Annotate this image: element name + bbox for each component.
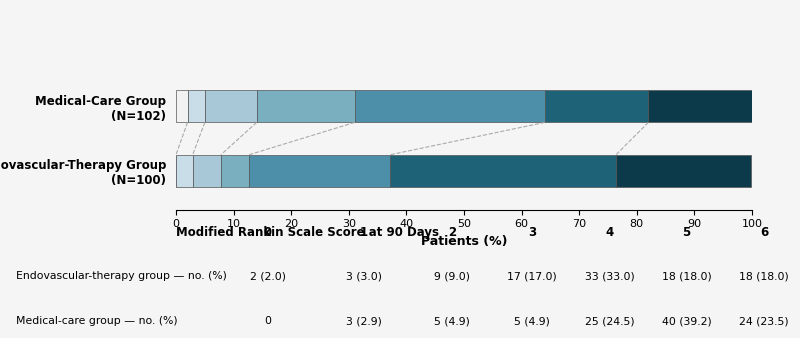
Bar: [354, 90, 545, 122]
Text: 5: 5: [682, 226, 690, 239]
Bar: [390, 155, 616, 187]
Text: 0: 0: [265, 316, 271, 326]
Bar: [545, 90, 648, 122]
Bar: [221, 155, 249, 187]
Text: 5 (4.9): 5 (4.9): [514, 316, 550, 326]
Bar: [616, 155, 751, 187]
Text: 2 (2.0): 2 (2.0): [250, 271, 286, 281]
Bar: [176, 155, 193, 187]
Text: 33 (33.0): 33 (33.0): [585, 271, 634, 281]
Bar: [648, 90, 752, 122]
Text: Endovascular-therapy group — no. (%): Endovascular-therapy group — no. (%): [16, 271, 227, 281]
Bar: [205, 90, 257, 122]
Text: 1: 1: [360, 226, 368, 239]
Text: 3: 3: [528, 226, 536, 239]
Text: 0: 0: [264, 226, 272, 239]
Text: 18 (18.0): 18 (18.0): [662, 271, 711, 281]
Text: 3 (3.0): 3 (3.0): [346, 271, 382, 281]
Text: 24 (23.5): 24 (23.5): [739, 316, 789, 326]
Text: 40 (39.2): 40 (39.2): [662, 316, 711, 326]
Text: 18 (18.0): 18 (18.0): [739, 271, 789, 281]
Text: 6: 6: [760, 226, 768, 239]
Bar: [176, 90, 187, 122]
Bar: [249, 155, 390, 187]
Text: 3 (2.9): 3 (2.9): [346, 316, 382, 326]
Text: Medical-care group — no. (%): Medical-care group — no. (%): [16, 316, 178, 326]
Text: 2: 2: [448, 226, 456, 239]
Bar: [187, 90, 205, 122]
Text: 17 (17.0): 17 (17.0): [507, 271, 557, 281]
Text: 4: 4: [606, 226, 614, 239]
Bar: [193, 155, 221, 187]
Text: 25 (24.5): 25 (24.5): [585, 316, 634, 326]
Bar: [257, 90, 354, 122]
Text: Modified Rankin Scale Score at 90 Days: Modified Rankin Scale Score at 90 Days: [176, 226, 439, 239]
Text: 9 (9.0): 9 (9.0): [434, 271, 470, 281]
X-axis label: Patients (%): Patients (%): [421, 235, 507, 248]
Text: 5 (4.9): 5 (4.9): [434, 316, 470, 326]
